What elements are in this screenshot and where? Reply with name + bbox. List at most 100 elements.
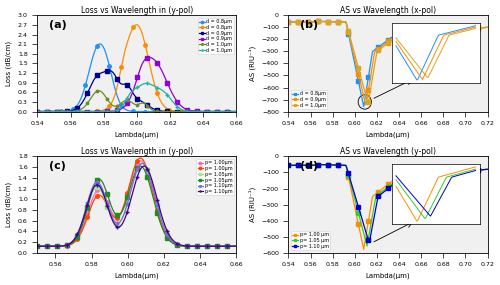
p= 1.10μm [224, 245, 230, 248]
p= 1.05μm [42, 245, 48, 248]
p= 1.00μm [218, 245, 224, 248]
Legend: p= 1.00 μm, p= 1.05 μm, p= 1.10 μm: p= 1.00 μm, p= 1.05 μm, p= 1.10 μm [291, 231, 331, 250]
d = 0.8μm [406, 31, 411, 34]
d = 0.9μm [146, 56, 152, 59]
d = 0.9μm [454, 28, 460, 31]
p= 1.05μm [218, 245, 224, 248]
d = 0.9μm [106, 69, 112, 72]
d = 1.0μm [34, 110, 40, 113]
Line: p= 1.00 μm: p= 1.00 μm [287, 163, 489, 251]
d = 1.0μm [218, 110, 224, 113]
p= 1.00μm [34, 245, 40, 248]
p= 1.00μm [72, 241, 78, 244]
p= 1.10μm [234, 245, 239, 248]
d = 0.8μm [234, 110, 239, 113]
p= 1.10 μm [484, 168, 490, 171]
p= 1.00μm [46, 245, 52, 248]
d = 1.0μm [42, 110, 48, 113]
p= 1.10μm [88, 192, 94, 195]
d = 0.9μm [467, 27, 473, 30]
Y-axis label: Loss (dB/cm): Loss (dB/cm) [6, 41, 12, 86]
Line: d = 0.8μm: d = 0.8μm [36, 42, 238, 113]
p= 1.00μm [138, 156, 143, 160]
d = 0.9μm [218, 110, 224, 113]
Line: d = 1.0μm: d = 1.0μm [36, 82, 238, 113]
p= 1.00 μm [454, 170, 460, 174]
Text: (d): (d) [300, 161, 318, 171]
p= 1.05μm [42, 245, 48, 248]
d = 1.0μm [224, 110, 230, 113]
d = 1.0μm [88, 110, 94, 113]
d = 0.8μm [46, 110, 52, 113]
X-axis label: Lambda(μm): Lambda(μm) [366, 273, 410, 280]
p= 1.05μm [72, 239, 78, 243]
p= 1.00μm [46, 245, 52, 248]
Legend: p= 1.00μm, p= 1.00μm, p= 1.05μm, p= 1.05μm, p= 1.10μm, p= 1.10μm: p= 1.00μm, p= 1.00μm, p= 1.05μm, p= 1.05… [196, 159, 234, 196]
p= 1.05 μm [364, 244, 370, 248]
d = 0.8μm [98, 42, 103, 46]
d = 0.8μm [34, 110, 40, 113]
d = 0.8μm [72, 107, 78, 110]
Line: d = 0.9μm: d = 0.9μm [36, 56, 238, 113]
Line: p= 1.00μm: p= 1.00μm [36, 156, 238, 248]
d = 0.8μm [46, 110, 52, 113]
d = 0.9μm [406, 31, 411, 34]
d = 0.8μm [467, 27, 473, 30]
d = 0.8μm [404, 31, 410, 34]
p= 1.05μm [34, 245, 40, 248]
p= 1.10μm [88, 194, 94, 197]
p= 1.00μm [88, 207, 94, 211]
p= 1.05μm [138, 164, 143, 168]
d = 0.9μm [34, 110, 40, 113]
Line: d = 0.8μm: d = 0.8μm [36, 23, 238, 113]
p= 1.05 μm [408, 174, 414, 178]
d = 1.0μm [96, 89, 102, 92]
p= 1.00 μm [314, 163, 320, 166]
p= 1.05 μm [404, 175, 410, 178]
d = 1.0μm [72, 110, 78, 113]
p= 1.05 μm [467, 169, 473, 173]
p= 1.10μm [42, 245, 48, 248]
d = 0.9μm [484, 26, 490, 29]
d = 0.9μm [408, 31, 414, 34]
Text: (b): (b) [300, 20, 318, 30]
p= 1.10μm [140, 162, 145, 165]
d = 1.0μm [144, 82, 150, 85]
d = 0.8μm [42, 110, 48, 113]
d = 0.9μm [404, 31, 410, 34]
d = 0.8μm [224, 110, 230, 113]
p= 1.05μm [46, 245, 52, 248]
Title: AS vs Wavelength (y-pol): AS vs Wavelength (y-pol) [340, 147, 436, 156]
Title: Loss vs Wavelength in (y-pol): Loss vs Wavelength in (y-pol) [80, 147, 193, 156]
d = 0.8μm [218, 110, 224, 113]
p= 1.05 μm [406, 175, 411, 178]
p= 1.05μm [234, 245, 239, 248]
p= 1.05μm [88, 196, 94, 199]
d = 1.0μm [224, 110, 230, 113]
d = 0.9μm [224, 110, 230, 113]
p= 1.00 μm [360, 248, 366, 251]
p= 1.10μm [234, 245, 239, 248]
p= 1.00μm [224, 245, 230, 248]
p= 1.10 μm [404, 175, 410, 178]
p= 1.05μm [218, 245, 224, 248]
p= 1.10μm [42, 245, 48, 248]
d = 0.8μm [42, 110, 48, 113]
p= 1.10μm [72, 237, 78, 241]
d = 0.9μm [218, 110, 224, 113]
p= 1.10μm [34, 245, 40, 248]
d = 1.0μm [286, 20, 292, 24]
p= 1.05 μm [286, 164, 292, 167]
d = 1.0μm [88, 97, 94, 101]
p= 1.05μm [140, 162, 145, 165]
d = 0.9μm [46, 110, 52, 113]
Line: p= 1.05 μm: p= 1.05 μm [287, 163, 489, 248]
d = 0.9μm [72, 110, 78, 113]
Line: p= 1.10μm: p= 1.10μm [36, 164, 238, 248]
p= 1.00 μm [484, 168, 490, 171]
p= 1.05 μm [286, 164, 292, 167]
p= 1.10 μm [314, 163, 320, 166]
d = 1.0μm [46, 110, 52, 113]
p= 1.05μm [46, 245, 52, 248]
p= 1.10μm [142, 164, 148, 168]
